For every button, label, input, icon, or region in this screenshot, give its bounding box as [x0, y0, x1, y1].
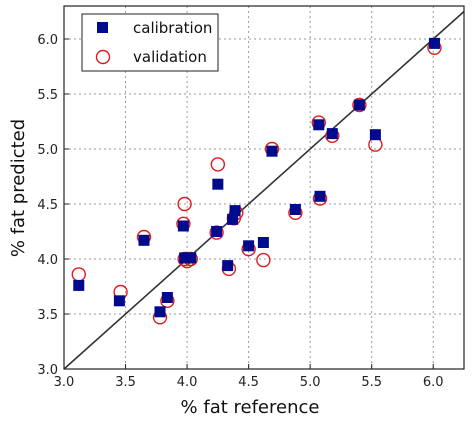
- x-axis-label: % fat reference: [181, 397, 320, 418]
- identity-line: [63, 10, 465, 370]
- validation-point: [210, 157, 226, 172]
- y-tick-label: 5.5: [37, 88, 58, 103]
- validation-series: [71, 40, 442, 325]
- calibration-point: [177, 220, 189, 232]
- calibration-point: [113, 295, 125, 307]
- calibration-point: [326, 128, 338, 140]
- x-tick-label: 4.0: [177, 375, 198, 390]
- calibration-point: [243, 240, 255, 252]
- legend-validation-marker: [95, 49, 111, 65]
- validation-point: [352, 97, 367, 113]
- y-tick-label: 5.0: [37, 143, 58, 158]
- grid: [64, 6, 464, 369]
- calibration-point: [369, 129, 381, 141]
- legend: calibration validation: [81, 13, 219, 72]
- x-tick-label: 6.0: [423, 375, 444, 390]
- x-tick-label: 5.0: [300, 375, 321, 390]
- y-tick-label: 4.5: [37, 198, 58, 213]
- legend-calibration-label: calibration: [133, 19, 212, 37]
- y-tick-label: 3.5: [37, 308, 58, 323]
- validation-point: [256, 252, 271, 268]
- x-axis-ticks: 3.0 3.5 4.0 4.5 5.0 5.5 6.0: [54, 364, 444, 390]
- validation-point: [177, 196, 192, 212]
- calibration-point: [289, 204, 301, 215]
- y-axis-label: % fat predicted: [8, 119, 29, 257]
- calibration-point: [428, 37, 440, 49]
- calibration-point: [314, 190, 326, 202]
- calibration-point: [222, 260, 234, 272]
- calibration-point: [353, 99, 365, 111]
- calibration-point: [185, 252, 197, 264]
- calibration-point: [313, 119, 325, 131]
- x-tick-label: 4.5: [238, 375, 259, 390]
- legend-validation-label: validation: [133, 48, 207, 66]
- y-tick-label: 6.0: [37, 33, 58, 48]
- calibration-point: [154, 306, 166, 318]
- y-tick-label: 3.0: [37, 363, 58, 378]
- plot-frame: [63, 5, 465, 370]
- x-tick-label: 5.5: [361, 375, 382, 390]
- calibration-point: [211, 226, 223, 237]
- x-tick-label: 3.5: [115, 375, 136, 390]
- calibration-point: [73, 279, 85, 291]
- calibration-point: [138, 234, 150, 246]
- y-axis-ticks: 3.0 3.5 4.0 4.5 5.0 5.5 6.0: [37, 33, 69, 378]
- x-tick-label: 3.0: [54, 375, 75, 390]
- calibration-point: [227, 213, 239, 225]
- calibration-point: [161, 292, 173, 303]
- legend-calibration-marker: [97, 22, 108, 33]
- validation-point: [71, 267, 86, 282]
- calibration-point: [212, 178, 224, 190]
- y-tick-label: 4.0: [37, 253, 58, 268]
- calibration-point: [266, 145, 278, 157]
- calibration-point: [229, 205, 241, 217]
- calibration-series: [73, 37, 440, 318]
- calibration-point: [257, 237, 269, 248]
